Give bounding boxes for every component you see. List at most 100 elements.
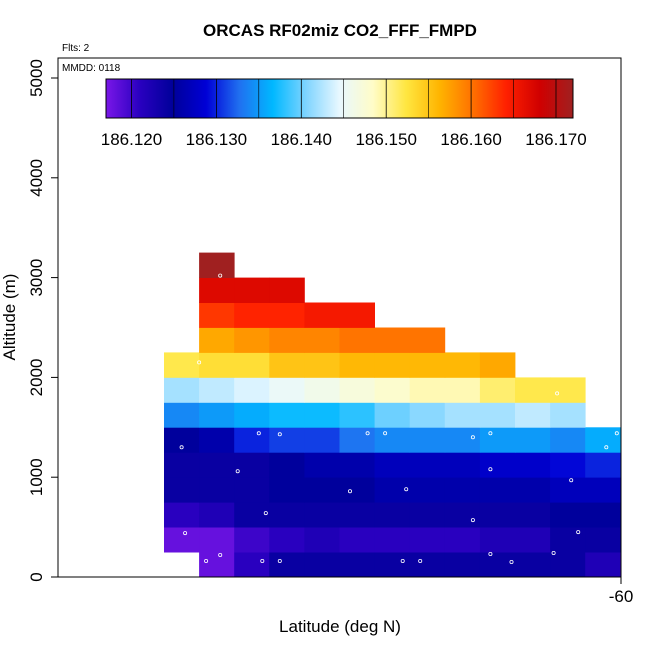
- data-point: [470, 518, 475, 523]
- heatmap-cell: [339, 427, 375, 453]
- heatmap-cell: [374, 527, 411, 553]
- data-point: [218, 273, 223, 278]
- data-point: [179, 445, 184, 450]
- heatmap-cell: [269, 402, 305, 428]
- data-point: [365, 431, 370, 436]
- heatmap-cell: [269, 302, 305, 328]
- heatmap-cell: [269, 377, 305, 403]
- heatmap-cell: [444, 427, 481, 453]
- heatmap-cell: [550, 377, 586, 403]
- heatmap-cell: [585, 527, 621, 553]
- heatmap-cell: [304, 502, 340, 528]
- heatmap-cell: [550, 452, 586, 478]
- heatmap-cell: [515, 377, 551, 403]
- heatmap-cell: [444, 452, 481, 478]
- heatmap-cell: [234, 427, 270, 453]
- data-point: [277, 559, 282, 564]
- data-point: [197, 360, 202, 365]
- heatmap-cell: [374, 352, 411, 378]
- heatmap-cell: [479, 377, 516, 403]
- heatmap-cell: [199, 302, 235, 328]
- heatmap-cell: [164, 502, 200, 528]
- heatmap-cell: [550, 552, 586, 578]
- heatmap-cell: [479, 477, 516, 503]
- heatmap-cell: [339, 502, 375, 528]
- heatmap-cell: [304, 477, 340, 503]
- colorbar-ticks: 186.120 186.130 186.140 186.150 186.160 186.1…: [101, 79, 587, 149]
- x-axis-label: Latitude (deg N): [279, 617, 401, 636]
- y-tick-label: 4000: [27, 159, 46, 197]
- heatmap-cell: [444, 377, 481, 403]
- heatmap-cell: [199, 477, 235, 503]
- colorbar-tick-label: 186.130: [186, 130, 247, 149]
- heatmap-cell: [199, 277, 235, 303]
- heatmap-cell: [409, 477, 446, 503]
- data-point: [260, 559, 265, 564]
- heatmap-cell: [479, 402, 516, 428]
- heatmap-cell: [269, 277, 305, 303]
- data-point: [383, 431, 388, 436]
- y-tick-label: 1000: [27, 458, 46, 496]
- heatmap-cell: [409, 327, 446, 353]
- data-point: [404, 487, 409, 492]
- data-point: [604, 445, 609, 450]
- heatmap-cell: [374, 552, 411, 578]
- heatmap-cell: [374, 427, 411, 453]
- y-axis: 0 1000 2000 3000 4000 5000: [27, 59, 58, 582]
- heatmap-cell: [479, 527, 516, 553]
- heatmap-cell: [234, 352, 270, 378]
- data-point: [218, 553, 223, 558]
- heatmap-cell: [515, 452, 551, 478]
- heatmap-cell: [550, 502, 586, 528]
- date-annotation: MMDD: 0118: [62, 63, 121, 74]
- heatmap-cell: [304, 327, 340, 353]
- data-point: [204, 559, 209, 564]
- heatmap-cell: [164, 352, 200, 378]
- data-point: [263, 511, 268, 516]
- data-point: [488, 552, 493, 557]
- data-point: [183, 531, 188, 536]
- heatmap-cell: [199, 352, 235, 378]
- data-point: [470, 435, 475, 440]
- heatmap-cell: [339, 527, 375, 553]
- heatmap-cell: [199, 527, 235, 553]
- colorbar: [105, 78, 574, 119]
- heatmap-cell: [339, 327, 375, 353]
- data-point: [555, 391, 560, 396]
- heatmap-cell: [164, 477, 200, 503]
- flight-points: [179, 273, 619, 565]
- heatmap-cell: [585, 452, 621, 478]
- y-tick-label: 5000: [27, 59, 46, 97]
- heatmap-cell: [234, 452, 270, 478]
- x-axis: -60: [609, 577, 634, 606]
- heatmap-cell: [269, 427, 305, 453]
- heatmap-cell: [409, 427, 446, 453]
- heatmap-cell: [304, 377, 340, 403]
- heatmap-cell: [234, 502, 270, 528]
- heatmap-cell: [234, 277, 270, 303]
- heatmap-cell: [304, 427, 340, 453]
- heatmap-cell: [304, 402, 340, 428]
- heatmap-cell: [164, 377, 200, 403]
- data-point: [488, 467, 493, 472]
- y-tick-label: 3000: [27, 259, 46, 297]
- y-tick-label: 0: [27, 572, 46, 581]
- heatmap-cell: [199, 452, 235, 478]
- heatmap-cell: [269, 352, 305, 378]
- heatmap-cells: [164, 252, 622, 578]
- heatmap-cell: [409, 377, 446, 403]
- heatmap-cell: [234, 327, 270, 353]
- flights-annotation: Flts: 2: [62, 43, 90, 54]
- data-point: [277, 432, 282, 437]
- colorbar-tick-label: 186.120: [101, 130, 162, 149]
- heatmap-cell: [164, 452, 200, 478]
- x-tick-label: -60: [609, 587, 634, 606]
- heatmap-cell: [550, 527, 586, 553]
- heatmap-cell: [515, 477, 551, 503]
- heatmap-cell: [444, 552, 481, 578]
- heatmap-cell: [374, 327, 411, 353]
- heatmap-cell: [479, 352, 516, 378]
- heatmap-cell: [164, 402, 200, 428]
- heatmap-cell: [199, 427, 235, 453]
- heatmap-cell: [479, 502, 516, 528]
